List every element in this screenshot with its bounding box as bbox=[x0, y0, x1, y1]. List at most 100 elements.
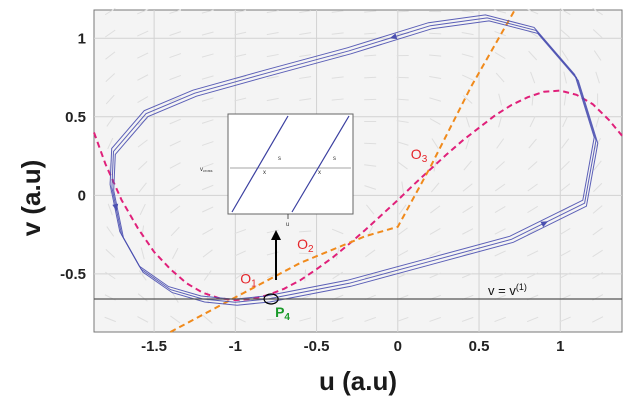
vector-arrow-48 bbox=[202, 249, 213, 258]
vector-arrow-10 bbox=[105, 94, 115, 105]
vector-arrow-172 bbox=[463, 160, 472, 171]
vector-arrow-216 bbox=[560, 183, 571, 192]
vector-arrow-54 bbox=[201, 119, 214, 124]
vector-arrow-0 bbox=[104, 316, 117, 323]
vector-arrow-142 bbox=[397, 161, 408, 170]
vector-arrow-201 bbox=[527, 183, 538, 192]
trajectory-line-0 bbox=[109, 14, 595, 300]
vector-arrow-197 bbox=[526, 272, 539, 279]
inset-line-left bbox=[231, 115, 289, 213]
vector-arrow-62 bbox=[235, 271, 246, 280]
vector-arrow-133 bbox=[364, 32, 377, 35]
vector-arrow-89 bbox=[266, 9, 279, 14]
vector-arrow-79 bbox=[266, 229, 279, 234]
vector-arrow-185 bbox=[494, 205, 506, 213]
vector-arrow-47 bbox=[203, 270, 212, 281]
vector-arrow-42 bbox=[169, 53, 182, 59]
inset-frame bbox=[227, 113, 354, 215]
vector-arrow-9 bbox=[106, 116, 115, 127]
vector-arrow-102 bbox=[299, 54, 312, 57]
vector-arrow-29 bbox=[137, 8, 149, 15]
series-line-0 bbox=[93, 89, 623, 302]
vector-arrow-199 bbox=[527, 228, 539, 235]
vector-arrow-234 bbox=[595, 115, 600, 128]
vector-arrow-50 bbox=[202, 206, 214, 213]
vector-arrow-217 bbox=[560, 160, 570, 171]
series-group bbox=[93, 9, 623, 333]
vector-arrow-156 bbox=[430, 182, 440, 193]
vector-arrow-109 bbox=[331, 228, 344, 235]
vector-arrow-20 bbox=[139, 203, 146, 216]
vector-arrow-41 bbox=[169, 74, 182, 81]
vector-arrow-229 bbox=[592, 227, 603, 236]
annotation-o2: O2 bbox=[297, 236, 314, 255]
vector-arrow-187 bbox=[495, 161, 505, 170]
vector-arrow-159 bbox=[429, 118, 441, 125]
vector-arrow-75 bbox=[266, 318, 279, 321]
vector-arrow-230 bbox=[592, 205, 603, 214]
vector-arrow-55 bbox=[201, 97, 214, 102]
vector-arrow-205 bbox=[531, 93, 534, 106]
vector-arrow-12 bbox=[105, 51, 116, 60]
vector-arrow-224 bbox=[559, 8, 571, 16]
x-tick-label: 0 bbox=[394, 338, 402, 355]
vector-arrow-158 bbox=[431, 138, 439, 149]
vector-arrow-31 bbox=[171, 292, 179, 303]
vector-arrow-163 bbox=[429, 32, 442, 35]
vector-arrow-35 bbox=[170, 205, 181, 214]
vector-arrow-64 bbox=[234, 228, 247, 235]
vector-arrow-153 bbox=[429, 250, 441, 257]
y-tick-label: 0 bbox=[78, 187, 86, 204]
vector-arrow-115 bbox=[331, 98, 344, 101]
vector-arrow-14 bbox=[104, 7, 116, 16]
vector-arrow-139 bbox=[397, 227, 408, 236]
vector-arrow-236 bbox=[595, 71, 600, 84]
vector-arrow-174 bbox=[465, 115, 470, 128]
x-tick-label: -1.5 bbox=[141, 338, 167, 355]
vector-arrow-204 bbox=[529, 115, 536, 128]
vector-arrow-193 bbox=[494, 30, 506, 37]
vector-arrow-165 bbox=[461, 316, 474, 322]
vector-arrow-36 bbox=[169, 183, 181, 192]
vector-arrow-135 bbox=[396, 316, 409, 322]
vector-arrow-127 bbox=[364, 164, 377, 167]
vector-arrow-44 bbox=[169, 9, 182, 14]
vector-arrow-37 bbox=[169, 162, 181, 169]
vector-arrow-152 bbox=[429, 272, 441, 279]
inset-mark-1: x bbox=[263, 170, 266, 176]
vector-arrow-92 bbox=[304, 269, 307, 282]
vector-arrow-173 bbox=[465, 137, 470, 150]
vector-arrow-198 bbox=[527, 250, 539, 257]
trajectory-arrow-icon bbox=[389, 33, 398, 40]
vector-arrow-188 bbox=[496, 138, 505, 149]
vector-arrow-222 bbox=[561, 50, 569, 61]
vector-arrow-5 bbox=[107, 203, 113, 216]
vector-arrow-189 bbox=[498, 115, 503, 128]
reference-group: v = v(1) bbox=[94, 282, 622, 300]
vector-arrow-25 bbox=[137, 96, 149, 103]
vector-arrow-221 bbox=[563, 71, 567, 84]
vector-arrow-38 bbox=[169, 140, 181, 147]
vector-arrow-22 bbox=[138, 161, 148, 170]
vector-arrow-232 bbox=[593, 160, 602, 171]
vector-arrow-116 bbox=[331, 76, 344, 79]
vector-arrow-160 bbox=[429, 97, 442, 102]
trajectory-arrow-icon bbox=[540, 221, 549, 228]
vector-arrow-184 bbox=[494, 228, 506, 235]
y-tick-label: 1 bbox=[78, 30, 86, 47]
vector-arrow-176 bbox=[462, 74, 474, 81]
annotation-o3: O3 bbox=[411, 146, 428, 165]
vector-arrow-134 bbox=[364, 10, 377, 13]
vector-arrow-60 bbox=[234, 316, 246, 323]
vector-arrow-13 bbox=[105, 29, 116, 38]
vector-arrow-23 bbox=[137, 139, 148, 148]
vector-arrow-27 bbox=[137, 52, 149, 59]
vector-arrow-51 bbox=[201, 184, 214, 191]
vector-arrow-162 bbox=[429, 54, 442, 57]
vector-arrow-100 bbox=[299, 98, 312, 101]
vector-arrow-63 bbox=[234, 250, 246, 257]
vector-arrow-8 bbox=[107, 137, 114, 150]
vector-arrow-225 bbox=[592, 316, 604, 323]
vector-arrow-132 bbox=[364, 54, 377, 57]
vector-arrow-39 bbox=[169, 118, 181, 125]
